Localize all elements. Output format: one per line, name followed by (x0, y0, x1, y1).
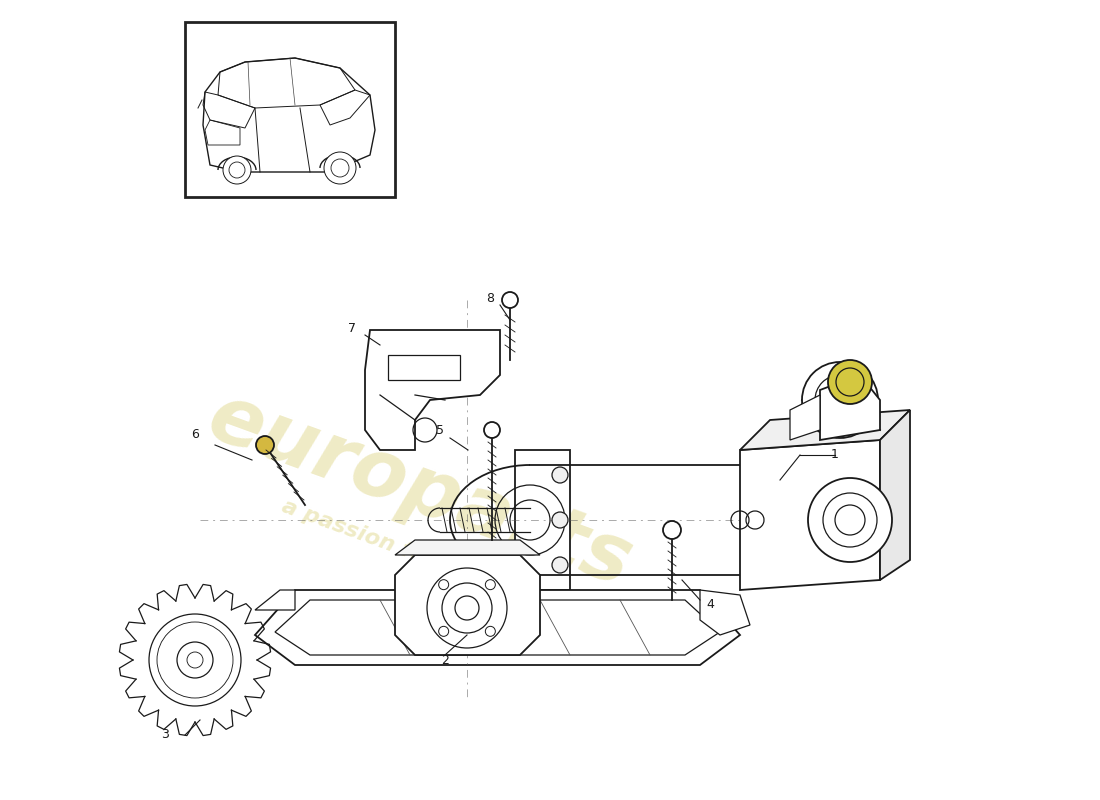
Circle shape (808, 478, 892, 562)
Circle shape (187, 652, 204, 668)
Text: 7: 7 (348, 322, 356, 334)
Polygon shape (365, 330, 501, 450)
Polygon shape (700, 590, 750, 635)
Circle shape (223, 156, 251, 184)
Text: a passion for parts since 1985: a passion for parts since 1985 (278, 496, 641, 644)
Text: 5: 5 (436, 423, 444, 437)
Text: 8: 8 (486, 291, 494, 305)
Circle shape (256, 436, 274, 454)
Circle shape (552, 467, 568, 483)
Text: 1: 1 (832, 449, 839, 462)
Bar (185, 22, 395, 197)
Polygon shape (740, 440, 880, 590)
Polygon shape (820, 375, 880, 440)
Text: 2: 2 (441, 654, 449, 666)
Circle shape (502, 292, 518, 308)
Polygon shape (880, 410, 910, 580)
Polygon shape (255, 590, 295, 610)
Polygon shape (395, 555, 540, 655)
Circle shape (148, 614, 241, 706)
Text: 4: 4 (706, 598, 714, 611)
Circle shape (324, 152, 356, 184)
Text: 3: 3 (161, 729, 169, 742)
Circle shape (552, 512, 568, 528)
Text: 6: 6 (191, 429, 199, 442)
Polygon shape (395, 540, 540, 555)
Polygon shape (790, 395, 820, 440)
Circle shape (828, 360, 872, 404)
Polygon shape (0, 690, 14, 800)
Circle shape (552, 557, 568, 573)
Circle shape (484, 422, 500, 438)
Text: europarts: europarts (198, 378, 642, 602)
Polygon shape (740, 410, 910, 450)
Circle shape (427, 568, 507, 648)
Polygon shape (255, 590, 740, 665)
Circle shape (663, 521, 681, 539)
Polygon shape (515, 450, 570, 590)
Circle shape (802, 362, 878, 438)
